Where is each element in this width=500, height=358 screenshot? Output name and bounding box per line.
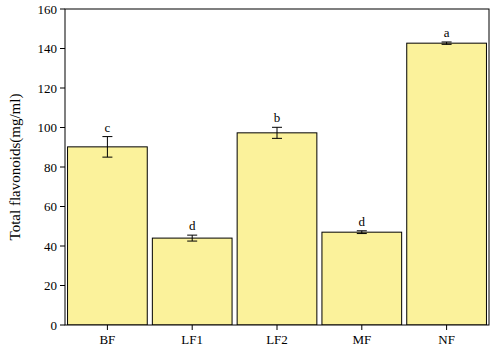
chart-svg: c d b d a 0 20 40 60 80 100 120 140 160 BF LF1 LF2 MF NF To… [0,0,500,358]
y-tick-label: 100 [38,120,58,135]
significance-letter: d [359,214,366,229]
y-tick [60,48,65,49]
y-axis-label: Total flavonoids(mg/ml) [7,94,24,241]
y-tick-label: 120 [38,81,58,96]
y-tick [60,246,65,247]
significance-letter: b [274,110,281,125]
y-tick [60,206,65,207]
bar [152,238,232,325]
x-tick [192,325,193,330]
y-tick [60,285,65,286]
x-tick [277,325,278,330]
bar [68,147,148,325]
x-tick-label: BF [99,332,115,347]
error-bar [272,127,282,138]
y-tick [60,167,65,168]
significance-letter: c [105,120,111,135]
bars [68,42,487,325]
y-tick-label: 80 [44,160,57,175]
error-bar [102,137,112,158]
y-tick [60,127,65,128]
y-tick-label: 60 [44,199,57,214]
bar [407,43,487,325]
y-tick [60,325,65,326]
error-bar [442,42,452,44]
error-bar [187,235,197,241]
y-tick [60,9,65,10]
bar [322,232,402,325]
plot-frame [65,9,489,325]
x-tick [446,325,447,330]
significance-letter: a [444,25,450,40]
y-tick-label: 160 [38,2,58,17]
y-tick-label: 40 [44,239,57,254]
error-bar [357,231,367,234]
x-tick-label: NF [438,332,455,347]
y-tick-label: 140 [38,41,58,56]
significance-letter: d [189,218,196,233]
x-tick-label: LF2 [266,332,288,347]
y-tick [60,88,65,89]
x-tick-label: MF [352,332,371,347]
x-tick [107,325,108,330]
chart-container: c d b d a 0 20 40 60 80 100 120 140 160 BF LF1 LF2 MF NF To… [0,0,500,358]
x-tick-label: LF1 [181,332,203,347]
x-tick [361,325,362,330]
bar [237,133,317,325]
y-tick-label: 20 [44,278,57,293]
y-tick-label: 0 [51,318,58,333]
